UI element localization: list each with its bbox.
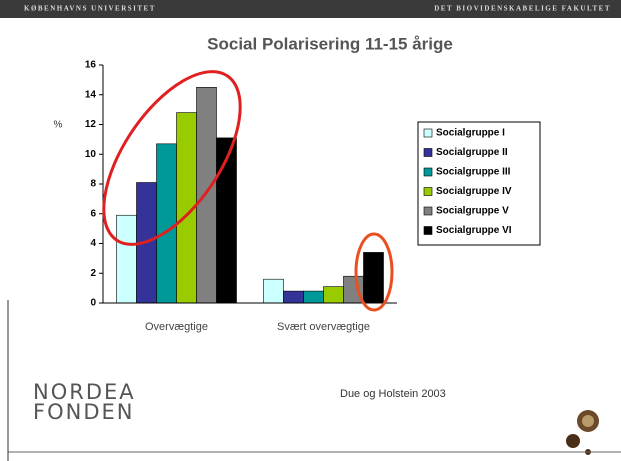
y-tick-label: 0 (90, 298, 96, 309)
y-tick-label: 10 (85, 149, 97, 160)
legend-swatch (423, 206, 433, 216)
legend-label: Socialgruppe III (436, 167, 511, 178)
bar (323, 286, 344, 304)
header-bar (0, 0, 621, 18)
x-tick-label: Svært overvægtige (277, 321, 370, 333)
legend-swatch (423, 128, 433, 138)
legend-swatch (423, 167, 433, 177)
legend-swatch (423, 226, 433, 235)
legend-label: Socialgruppe VI (436, 225, 512, 236)
y-tick-label: 14 (85, 89, 97, 100)
y-axis-label: % (54, 120, 63, 131)
y-tick-label: 6 (90, 208, 96, 219)
seal (566, 434, 580, 448)
bar (116, 214, 137, 304)
y-tick-label: 12 (85, 119, 97, 130)
bar (303, 290, 324, 304)
legend-label: Socialgruppe IV (436, 186, 512, 197)
legend-swatch (423, 148, 433, 157)
bar (196, 87, 217, 304)
y-tick-label: 4 (90, 238, 96, 249)
legend-swatch (423, 187, 433, 196)
seal-icon (566, 410, 599, 455)
bar (263, 278, 284, 304)
y-tick-label: 2 (90, 268, 96, 279)
legend-label: Socialgruppe V (436, 206, 509, 217)
logo-line: NORDEA (33, 380, 136, 404)
chart-title: Social Polarisering 11-15 årige (207, 34, 453, 53)
plot: 0 2 4 6 8 10 12 14 16 Overvægtige Svært overvægtig… (85, 60, 512, 333)
header-left: KØBENHAVNS UNIVERSITET (24, 5, 156, 13)
bar (156, 143, 177, 304)
seal (582, 415, 594, 427)
legend-label: Socialgruppe II (436, 147, 508, 158)
highlight-ellipse (102, 70, 242, 246)
x-tick-label: Overvægtige (145, 321, 208, 333)
bar (283, 290, 304, 304)
legend-label: Socialgruppe I (436, 128, 505, 139)
y-tick-label: 8 (90, 179, 96, 190)
legend-box (417, 121, 541, 246)
logo-line: FONDEN (33, 400, 134, 424)
bar (363, 252, 384, 304)
header-right: DET BIOVIDENSKABELIGE FAKULTET (434, 5, 611, 13)
y-tick-label: 16 (85, 60, 97, 71)
highlight-ellipse (354, 232, 394, 312)
source: Due og Holstein 2003 (340, 388, 446, 400)
